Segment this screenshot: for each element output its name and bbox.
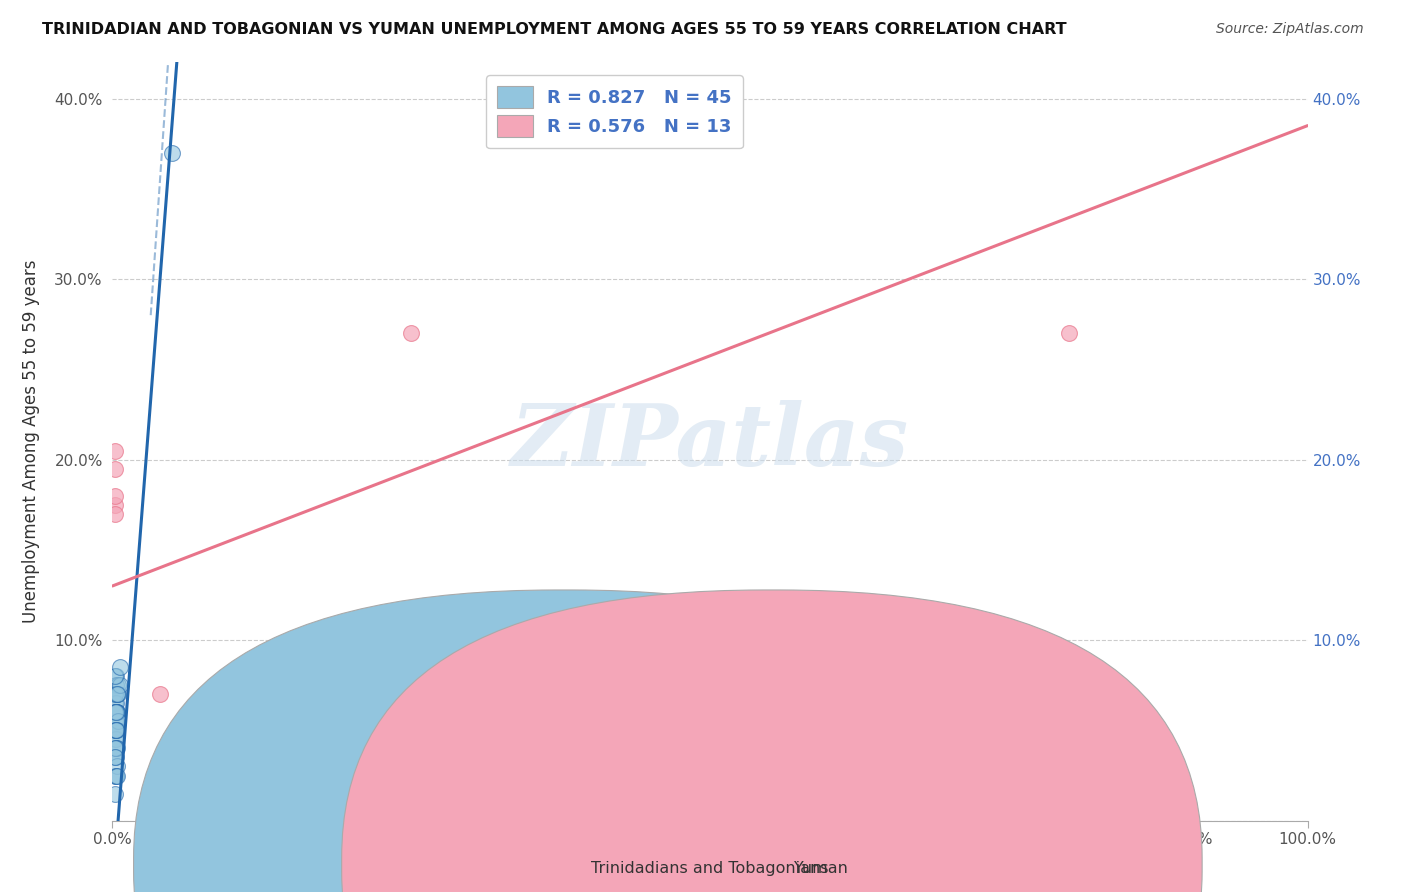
Point (105, 687, 128, 701)
Point (105, 687, 128, 701)
Point (105, 723, 128, 738)
Point (104, 489, 127, 503)
Point (105, 759, 128, 773)
Point (104, 723, 127, 738)
Point (105, 669, 128, 683)
Point (105, 723, 128, 738)
Point (104, 696, 127, 710)
Point (104, 669, 127, 683)
Point (104, 787, 127, 801)
Point (104, 498, 127, 512)
Point (105, 696, 128, 710)
Point (104, 714, 127, 729)
Point (105, 714, 128, 729)
Point (105, 732, 128, 747)
Text: Trinidadians and Tobagonians: Trinidadians and Tobagonians (591, 861, 828, 876)
Point (108, 660, 131, 674)
Point (105, 706, 128, 720)
Point (107, 687, 129, 701)
Point (105, 741, 128, 756)
Point (104, 443, 127, 458)
Y-axis label: Unemployment Among Ages 55 to 59 years: Unemployment Among Ages 55 to 59 years (22, 260, 41, 624)
Point (162, 145, 183, 160)
Point (104, 750, 127, 764)
FancyBboxPatch shape (342, 590, 1202, 892)
Point (105, 741, 128, 756)
Point (108, 678, 131, 692)
Text: ZIPatlas: ZIPatlas (510, 400, 910, 483)
Point (104, 461, 127, 475)
Point (105, 678, 128, 692)
Point (104, 768, 127, 782)
Legend: R = 0.827   N = 45, R = 0.576   N = 13: R = 0.827 N = 45, R = 0.576 N = 13 (486, 75, 742, 148)
Point (104, 723, 127, 738)
Text: Source: ZipAtlas.com: Source: ZipAtlas.com (1216, 22, 1364, 37)
Text: TRINIDADIAN AND TOBAGONIAN VS YUMAN UNEMPLOYMENT AMONG AGES 55 TO 59 YEARS CORRE: TRINIDADIAN AND TOBAGONIAN VS YUMAN UNEM… (42, 22, 1067, 37)
Point (401, 326, 423, 341)
Point (105, 768, 128, 782)
FancyBboxPatch shape (134, 590, 994, 892)
Point (107, 678, 129, 692)
Point (149, 687, 172, 701)
Point (105, 706, 128, 720)
Point (104, 507, 127, 521)
Point (1057, 326, 1080, 341)
Point (105, 706, 128, 720)
Text: Yuman: Yuman (794, 861, 848, 876)
Point (105, 768, 128, 782)
Point (104, 750, 127, 764)
Point (105, 750, 128, 764)
Point (105, 687, 128, 701)
Point (105, 706, 128, 720)
Point (105, 723, 128, 738)
Point (104, 687, 127, 701)
Point (104, 687, 127, 701)
Point (105, 723, 128, 738)
Point (105, 723, 128, 738)
Point (104, 706, 127, 720)
Point (105, 706, 128, 720)
Point (107, 714, 129, 729)
Point (104, 741, 127, 756)
Point (401, 669, 423, 683)
Point (104, 706, 127, 720)
Point (104, 732, 127, 747)
